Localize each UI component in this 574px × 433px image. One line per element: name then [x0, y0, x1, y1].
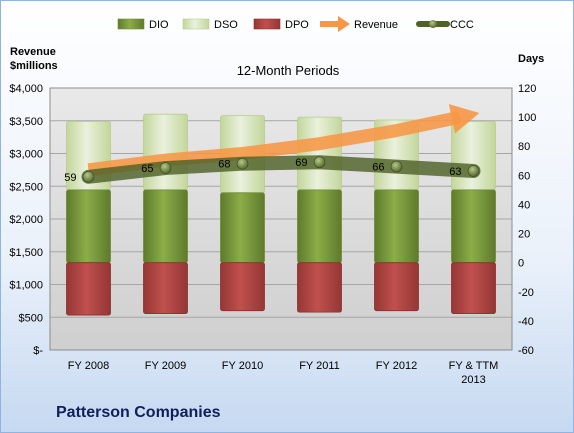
plot-border: [49, 87, 513, 351]
legend-label: DIO: [149, 19, 169, 31]
company-name: Patterson Companies: [56, 404, 221, 421]
bar-dio: [66, 189, 111, 264]
ccc-data-label: 63: [449, 166, 461, 178]
y-right-label: Days: [518, 53, 544, 65]
y-right-tick-label: 20: [518, 229, 530, 241]
revenue-arrowhead: [448, 104, 480, 134]
y-right-tick-label: 80: [518, 141, 530, 153]
bar-dpo: [297, 262, 342, 313]
x-tick-label: FY 2009: [145, 360, 186, 372]
revenue-line: [87, 110, 462, 177]
y-right-tick-label: -40: [518, 316, 534, 328]
bar-dio: [297, 189, 342, 264]
x-tick-label: FY 2012: [376, 360, 417, 372]
y-left-tick-label: $1,000: [9, 280, 43, 292]
y-right-tick-label: -20: [518, 287, 534, 299]
x-tick-label: FY & TTM: [449, 360, 499, 372]
ccc-data-label: 66: [372, 162, 384, 174]
y-left-tick-label: $2,500: [9, 181, 43, 193]
legend-swatch-dso: [182, 18, 210, 30]
bar-dpo: [220, 262, 265, 312]
y-left-tick-label: $3,000: [9, 149, 43, 161]
ccc-point: [390, 160, 403, 173]
x-tick-label: FY 2010: [222, 360, 263, 372]
bar-dpo: [451, 262, 496, 315]
bar-dpo: [143, 262, 188, 315]
ccc-data-label: 68: [218, 159, 230, 171]
y-left-tick-label: $2,000: [9, 214, 43, 226]
ccc-data-label: 65: [141, 163, 153, 175]
legend-swatch-revenue-arrowhead: [338, 16, 350, 32]
legend-swatch-dpo: [253, 18, 281, 30]
bar-dio: [374, 189, 419, 264]
bar-dio: [143, 189, 188, 264]
y-right-tick-label: 120: [518, 83, 536, 95]
y-left-label-line-2: $millions: [10, 60, 58, 72]
ccc-line: [81, 155, 481, 184]
bar-dso: [451, 121, 496, 191]
ccc-point: [82, 170, 95, 183]
y-right-tick-label: 0: [518, 258, 524, 270]
ccc-point: [159, 162, 172, 174]
ccc-point: [236, 157, 249, 170]
ccc-point: [467, 165, 480, 177]
y-left-tick-label: $4,000: [9, 83, 43, 95]
y-left-tick-label: $-: [33, 345, 43, 357]
y-left-label-line-1: Revenue: [10, 46, 56, 58]
ccc-data-label: 69: [295, 157, 307, 169]
legend-label: CCC: [450, 19, 474, 31]
x-tick-label: FY 2011: [299, 360, 340, 372]
y-left-tick-label: $3,500: [9, 116, 43, 128]
y-left-tick-label: $1,500: [9, 247, 43, 259]
legend-label: DSO: [214, 19, 238, 31]
legend-label: Revenue: [354, 19, 398, 31]
ccc-data-label: 59: [64, 172, 76, 184]
y-right-tick-label: 40: [518, 199, 530, 211]
legend-swatch-dio: [117, 18, 145, 30]
x-tick-label: FY 2008: [68, 360, 109, 372]
y-left-tick-label: $500: [19, 312, 43, 324]
bar-dio: [451, 189, 496, 264]
bar-dio: [220, 192, 265, 264]
bar-dpo: [374, 262, 419, 312]
legend-label: DPO: [285, 19, 309, 31]
ccc-point: [313, 156, 326, 169]
x-tick-label: 2013: [461, 374, 485, 386]
chart-title: 12-Month Periods: [237, 63, 340, 78]
y-right-tick-label: 60: [518, 170, 530, 182]
bar-dpo: [66, 262, 111, 316]
bar-dso: [297, 116, 342, 191]
legend-swatch-ccc-marker: [429, 20, 437, 28]
y-right-tick-label: 100: [518, 112, 536, 124]
bar-dso: [143, 113, 188, 191]
y-right-tick-label: -60: [518, 345, 534, 357]
